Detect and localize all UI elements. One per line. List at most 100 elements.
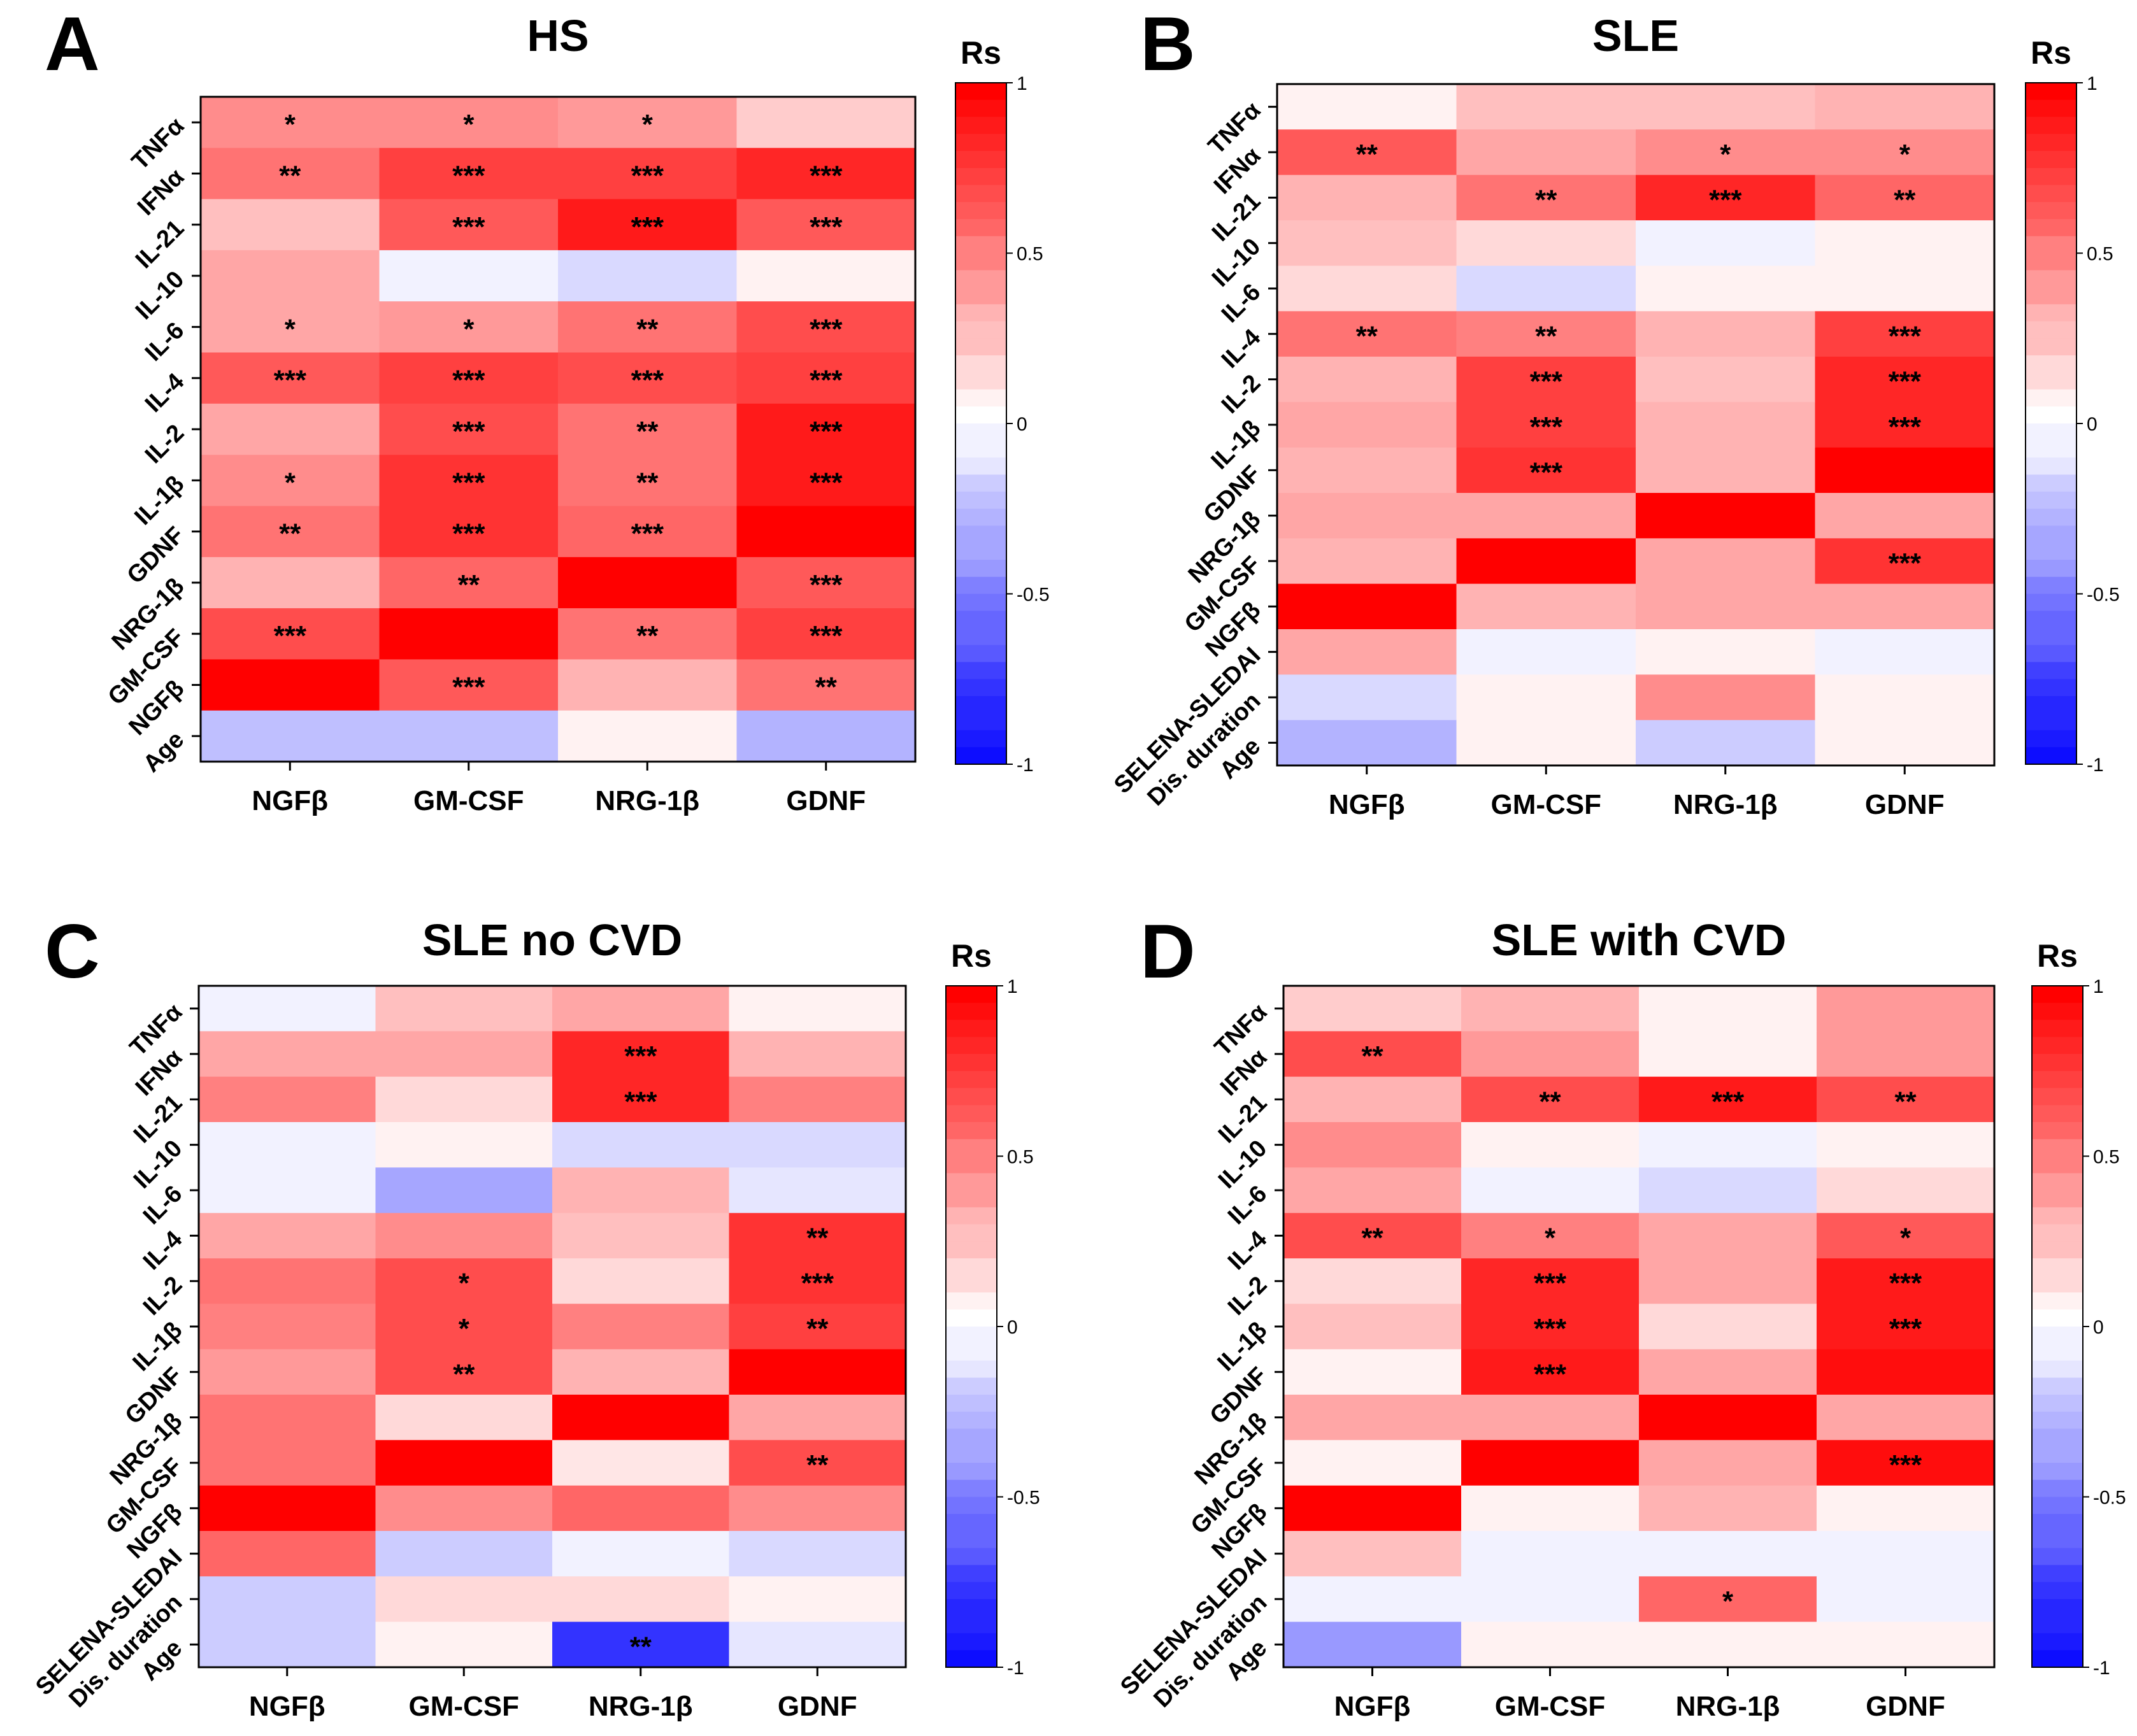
colorbar-segment [946,1565,997,1583]
colorbar-segment [2032,1514,2083,1532]
colorbar-segment [2032,1309,2083,1327]
colorbar-title: Rs [961,35,1001,71]
heatmap-cell [1815,266,1995,312]
y-tick-label: IL-1β [1212,1317,1272,1377]
heatmap-cell [736,557,916,609]
heatmap-cell [552,1122,730,1168]
heatmap-cell [1639,1213,1817,1259]
panel-a: A HS* * *** *** *** ****** *** **** * ** ****** *** *… [45,1,1050,816]
colorbar-segment [946,1599,997,1617]
x-tick-label: NGFβ [1329,789,1405,820]
heatmap-cell [736,250,916,302]
significance-mark: * [1899,139,1911,170]
colorbar-segment [2032,1054,2083,1072]
colorbar-segment [946,1054,997,1072]
colorbar-segment [946,1207,997,1225]
heatmap-cell [201,506,380,558]
heatmap-cell [375,1167,553,1214]
heatmap-cell [1277,174,1457,221]
heatmap-cell [1456,129,1636,176]
heatmap-cell [201,557,380,609]
colorbar-tick-label: -1 [2093,1658,2110,1679]
significance-mark: ** [806,1449,829,1481]
colorbar-segment [955,355,1006,373]
y-tick-label: IL-4 [138,1226,187,1275]
heatmap-cell [1456,583,1636,630]
heatmap-cell [1277,674,1457,721]
heatmap-cell [1456,402,1636,448]
heatmap-cell [552,1213,730,1259]
colorbar-segment [2032,1360,2083,1378]
colorbar-segment [946,1377,997,1395]
heatmap-cell [1277,220,1457,266]
colorbar-segment [2026,644,2076,663]
heatmap-cell [1456,674,1636,721]
colorbar-segment [946,1139,997,1157]
colorbar-segment [2032,1446,2083,1463]
colorbar-segment [2032,1139,2083,1157]
colorbar-segment [2032,1497,2083,1514]
x-tick-label: NRG-1β [589,1691,693,1722]
heatmap-cell [201,250,380,302]
significance-mark: ** [1356,320,1378,352]
heatmap-cell [729,1213,906,1259]
colorbar-segment [2026,492,2076,509]
heatmap-cell [1283,1485,1462,1532]
heatmap-cell [1283,1258,1462,1304]
heatmap-cell [552,1531,730,1577]
colorbar: Rs 1 0.5 0 -0.5 -1 [2031,938,2126,1679]
heatmap-cell [1277,84,1457,130]
colorbar-segment [2032,1531,2083,1549]
heatmap-cell [379,352,559,404]
colorbar-segment [2032,1224,2083,1242]
colorbar-segment [946,1190,997,1208]
heatmap-cell [1815,493,1995,539]
colorbar-segment [2026,423,2076,441]
colorbar-segment [946,1224,997,1242]
y-tick-label: IL-1β [1206,415,1266,475]
colorbar-segment [2032,1547,2083,1566]
heatmap-cell [729,1531,906,1577]
colorbar-segment [2032,1292,2083,1310]
colorbar-segment [955,525,1006,543]
colorbar-segment [2032,1122,2083,1140]
colorbar-segment [955,576,1006,595]
colorbar-segment [2026,628,2076,646]
x-tick-label: NGFβ [252,785,328,816]
heatmap-cell [729,1258,906,1304]
colorbar-segment [2026,355,2076,373]
y-tick-label: IL-21 [131,215,189,273]
colorbar-segment [2026,457,2076,475]
heatmap-cell [1817,986,1995,1032]
colorbar-segment [2032,1275,2083,1293]
heatmap-cell [729,1485,906,1532]
heatmap-cell [1817,1167,1995,1214]
colorbar-segment [2026,662,2076,679]
heatmap-cell [1817,1258,1995,1304]
heatmap-cell [1636,629,1816,675]
colorbar-segment [2026,202,2076,220]
significance-mark: *** [810,620,843,651]
colorbar-tick-label: 0.5 [2093,1147,2120,1168]
colorbar-segment [2026,219,2076,237]
x-tick-label: GM-CSF [1495,1691,1606,1722]
heatmap-cell [552,1031,730,1078]
heatmap-cell [379,250,559,302]
y-tick-label: IL-4 [140,368,189,417]
colorbar-segment [946,1275,997,1293]
significance-mark: * [459,1268,470,1299]
colorbar-segment [955,304,1006,322]
heatmap-cell [375,1485,553,1532]
x-tick-label: GDNF [786,785,866,816]
colorbar-segment [955,662,1006,679]
heatmap-cell [1639,1395,1817,1441]
colorbar-segment [955,594,1006,611]
y-tick-label: IL-21 [129,1090,187,1148]
heatmap-cell [199,1304,376,1350]
panel-d: D SLE with CVD**** *** **** * **** ****** *****… [1115,909,2126,1722]
heatmap-cell [199,1621,376,1668]
x-tick-label: GM-CSF [1490,789,1601,820]
heatmap-cell [379,710,559,762]
significance-mark: *** [810,467,843,498]
colorbar-title: Rs [951,938,992,974]
